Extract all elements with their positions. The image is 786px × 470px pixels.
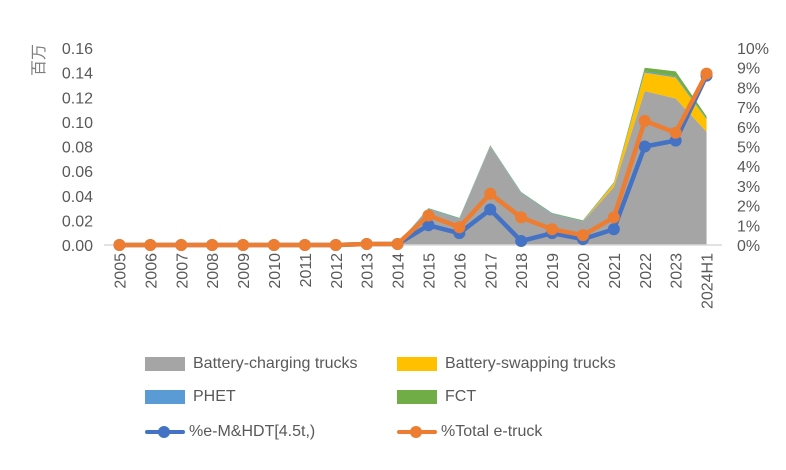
left-tick-label: 0.06 [62, 164, 93, 181]
left-tick-label: 0.10 [62, 115, 93, 132]
x-tick-label: 2009 [236, 253, 253, 289]
left-tick-label: 0.00 [62, 238, 93, 255]
legend-label: %e-M&HDT[4.5t,) [189, 423, 316, 440]
x-tick-label: 2020 [576, 253, 593, 289]
x-tick-label: 2014 [391, 253, 408, 289]
left-tick-label: 0.08 [62, 140, 93, 157]
x-tick-label: 2008 [205, 253, 222, 289]
right-tick-label: 8% [737, 80, 760, 97]
x-tick-label: 2005 [112, 253, 129, 289]
legend-item-phet[interactable]: PHET [145, 388, 236, 406]
legend-swatch [397, 390, 437, 404]
marker-e-m-hdt-4-5t-2018 [515, 235, 528, 248]
x-tick-label: 2021 [607, 253, 624, 289]
chart: 0.00 0.02 0.04 0.06 0.08 0.10 0.12 0.14 0.16 0% 1… [31, 41, 769, 309]
marker-e-m-hdt-4-5t-2021 [607, 223, 620, 236]
x-tick-label: 2019 [545, 253, 562, 289]
right-tick-label: 6% [737, 120, 760, 137]
marker-e-m-hdt-4-5t-2022 [638, 140, 651, 153]
y-axis-unit-label: 百万 [31, 44, 48, 76]
area-battery-charging-trucks [119, 91, 707, 245]
x-tick-label: 2011 [298, 253, 315, 288]
x-tick-label: 2007 [174, 253, 191, 289]
marker-total-e-truck-2016 [453, 221, 466, 234]
legend-label: PHET [193, 388, 236, 405]
marker-total-e-truck-2012 [329, 239, 342, 251]
x-tick-label: 2006 [143, 253, 160, 289]
x-tick-label: 2023 [669, 253, 686, 289]
right-tick-label: 5% [737, 140, 760, 157]
left-y-axis: 0.00 0.02 0.04 0.06 0.08 0.10 0.12 0.14 0.16 [62, 41, 93, 255]
marker-total-e-truck-2009 [237, 239, 250, 251]
marker-total-e-truck-2020 [576, 229, 589, 242]
legend-swatch [397, 357, 437, 371]
left-tick-label: 0.14 [62, 66, 93, 83]
x-axis: 2005 2006 2007 2008 2009 2010 2011 2012 2013 2014… [112, 253, 716, 309]
area-layer [119, 67, 707, 245]
marker-total-e-truck-2021 [607, 211, 620, 224]
area-battery-swapping-trucks [119, 72, 707, 245]
x-tick-label: 2018 [514, 253, 531, 289]
legend-line-marker-icon [397, 425, 437, 439]
legend-item-battery-swapping[interactable]: Battery-swapping trucks [397, 355, 616, 373]
legend-item-total-e-truck[interactable]: %Total e-truck [397, 423, 542, 441]
legend-item-e-mhdt[interactable]: %e-M&HDT[4.5t,) [145, 423, 315, 441]
right-tick-label: 9% [737, 61, 760, 78]
right-tick-label: 10% [737, 41, 769, 58]
right-tick-label: 4% [737, 159, 760, 176]
x-tick-label: 2012 [329, 253, 346, 289]
marker-total-e-truck-2023 [669, 126, 682, 139]
marker-total-e-truck-2010 [267, 239, 280, 251]
x-tick-label: 2013 [360, 253, 377, 289]
marker-total-e-truck-2011 [298, 239, 311, 251]
marker-total-e-truck-2007 [175, 239, 188, 251]
legend-label: Battery-swapping trucks [445, 355, 616, 372]
marker-total-e-truck-2024h1 [700, 67, 713, 80]
right-y-axis: 0% 1% 2% 3% 4% 5% 6% 7% 8% 9% 10% [737, 41, 769, 255]
marker-total-e-truck-2015 [422, 209, 435, 222]
left-tick-label: 0.02 [62, 213, 93, 230]
legend-item-battery-charging[interactable]: Battery-charging trucks [145, 355, 358, 373]
marker-e-m-hdt-4-5t-2015 [422, 219, 435, 232]
legend-label: %Total e-truck [441, 423, 543, 440]
x-tick-label: 2024H1 [700, 253, 717, 309]
line-layer [113, 67, 713, 251]
marker-total-e-truck-2005 [113, 239, 126, 251]
right-tick-label: 1% [737, 218, 760, 235]
marker-e-m-hdt-4-5t-2017 [484, 203, 497, 216]
x-tick-label: 2015 [421, 253, 438, 289]
legend-item-fct[interactable]: FCT [397, 388, 476, 406]
marker-total-e-truck-2014 [391, 238, 404, 251]
marker-total-e-truck-2008 [206, 239, 219, 251]
right-tick-label: 3% [737, 179, 760, 196]
x-tick-label: 2016 [452, 253, 469, 289]
legend-line-marker-icon [145, 425, 185, 439]
x-tick-label: 2010 [267, 253, 284, 289]
marker-total-e-truck-2018 [515, 211, 528, 224]
left-tick-label: 0.12 [62, 90, 93, 107]
x-tick-label: 2017 [483, 253, 500, 289]
marker-total-e-truck-2022 [638, 114, 651, 127]
legend-swatch [145, 357, 185, 371]
left-tick-label: 0.04 [62, 189, 93, 206]
right-tick-label: 7% [737, 100, 760, 117]
left-tick-label: 0.16 [62, 41, 93, 58]
legend-label: FCT [445, 388, 477, 405]
marker-total-e-truck-2019 [546, 223, 559, 236]
legend-swatch [145, 390, 185, 404]
marker-total-e-truck-2017 [484, 187, 497, 200]
marker-total-e-truck-2013 [360, 238, 373, 251]
legend-label: Battery-charging trucks [193, 355, 358, 372]
x-tick-label: 2022 [638, 253, 655, 289]
marker-total-e-truck-2006 [144, 239, 157, 251]
right-tick-label: 0% [737, 238, 760, 255]
right-tick-label: 2% [737, 199, 760, 216]
